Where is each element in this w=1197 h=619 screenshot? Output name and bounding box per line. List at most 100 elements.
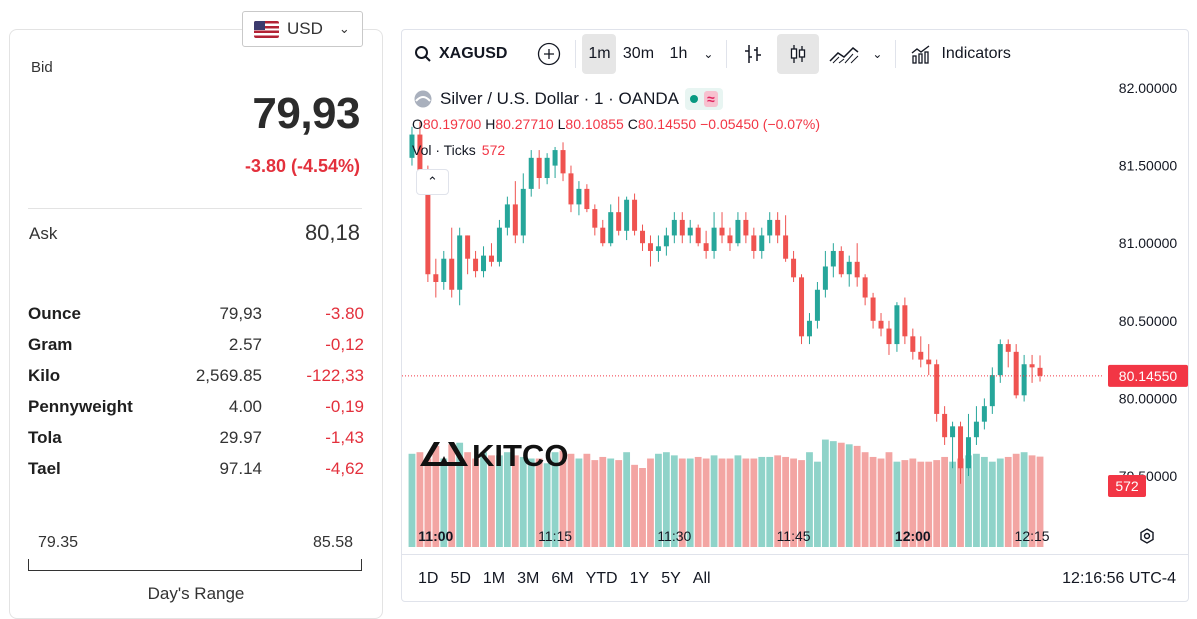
open-value: 80.19700	[422, 116, 482, 132]
price-tick-label: 81.00000	[1119, 235, 1178, 251]
currency-label: USD	[287, 19, 323, 38]
volume-bar	[503, 452, 511, 547]
volume-bar	[758, 456, 766, 547]
candle-body	[473, 258, 479, 272]
candle-body	[870, 297, 876, 321]
interval-30m[interactable]: 30m	[622, 44, 655, 62]
candle-body	[950, 426, 956, 438]
volume-bar	[456, 442, 464, 547]
unit-name: Tael	[28, 458, 61, 478]
day-range-low: 79.35	[38, 534, 79, 551]
candle-body	[512, 204, 518, 236]
chevron-down-icon: ⌄	[703, 46, 714, 61]
volume-bar	[909, 458, 917, 547]
us-flag-icon	[254, 20, 279, 38]
unit-name: Ounce	[28, 303, 81, 323]
unit-change: -0,12	[325, 334, 364, 354]
volume-bar	[615, 460, 623, 547]
candle-body	[449, 258, 455, 290]
volume-bar	[408, 453, 416, 547]
price-axis[interactable]: 82.00000 81.50000 81.00000 80.50000 80.00000…	[1108, 80, 1188, 497]
interval-1m[interactable]: 1m	[582, 33, 617, 74]
utc-clock[interactable]: 12:16:56 UTC-4	[1062, 570, 1176, 587]
volume-bar	[702, 458, 710, 547]
collapse-legend-button[interactable]: ⌃	[416, 169, 449, 195]
toolbar-divider	[726, 39, 728, 68]
unit-row-tael: Tael 97.14 -4,62	[28, 453, 364, 484]
candle-body	[465, 235, 471, 259]
chart-type-dropdown[interactable]: ⌄	[865, 34, 889, 74]
range-all[interactable]: All	[692, 569, 711, 587]
volume-bar	[933, 460, 941, 547]
range-5y[interactable]: 5Y	[661, 569, 681, 587]
candle-body	[647, 243, 653, 251]
candle-body	[751, 235, 757, 251]
candle-body	[894, 305, 900, 345]
candle-body	[997, 344, 1003, 376]
symbol-label: XAGUSD	[439, 44, 508, 62]
volume-bar	[718, 458, 726, 547]
range-1d[interactable]: 1D	[418, 569, 439, 587]
candle-body	[862, 277, 868, 298]
candle-body	[878, 320, 884, 329]
candle-body	[584, 188, 590, 210]
volume-bar	[980, 456, 988, 547]
candle-body	[624, 199, 630, 231]
area-style-button[interactable]	[823, 34, 865, 74]
bars-style-button[interactable]	[733, 34, 773, 74]
interval-dropdown[interactable]: ⌄	[696, 34, 720, 74]
compare-add-button[interactable]	[529, 34, 569, 74]
unit-change: -0,19	[325, 396, 364, 416]
range-6m[interactable]: 6M	[551, 569, 574, 587]
range-1y[interactable]: 1Y	[629, 569, 650, 587]
volume-bar	[599, 456, 607, 547]
volume-bar	[949, 461, 956, 547]
time-axis[interactable]: 11:00 11:15 11:30 11:45 12:00 12:15	[418, 528, 1049, 544]
range-5d[interactable]: 5D	[450, 569, 471, 587]
time-tick-label: 12:00	[895, 528, 931, 544]
volume-bar	[607, 458, 615, 547]
candle-body	[632, 199, 638, 231]
volume-bar	[424, 458, 432, 547]
candle-body	[830, 250, 836, 267]
unit-change: -4,62	[325, 458, 364, 478]
range-1m[interactable]: 1M	[482, 569, 506, 587]
symbol-search[interactable]: XAGUSD	[402, 34, 515, 74]
bid-change: -3.80 (-4.54%)	[244, 156, 360, 176]
settings-gear-icon[interactable]	[1140, 528, 1154, 544]
low-key: L	[557, 116, 566, 132]
volume-bar	[821, 439, 829, 547]
unit-row-gram: Gram 2.57 -0,12	[28, 329, 364, 360]
currency-select[interactable]: USD ⌄	[242, 11, 363, 47]
candle-body	[1037, 367, 1043, 376]
candle-body	[1029, 364, 1035, 368]
market-status-pill[interactable]: ≈	[685, 88, 723, 110]
volume-bar	[996, 458, 1004, 547]
volume-bar	[472, 458, 479, 547]
indicators-button[interactable]: Indicators	[902, 34, 1018, 74]
volume-bar	[448, 444, 456, 547]
volume-bar	[750, 458, 758, 547]
range-ytd[interactable]: YTD	[585, 569, 618, 587]
ohlc-bars-icon	[745, 44, 762, 63]
price-chart[interactable]: KITCO 82.00000 81.50000 81.00000 80.50000 80…	[402, 78, 1189, 555]
candle-body	[846, 261, 852, 275]
volume-legend: Vol · Ticks 572	[412, 142, 505, 158]
candles-style-button[interactable]	[777, 33, 820, 74]
candle-body	[568, 173, 574, 205]
volume-bar	[798, 460, 805, 547]
volume-bar	[1012, 453, 1020, 547]
market-open-dot-icon	[690, 95, 698, 103]
range-3m[interactable]: 3M	[517, 569, 540, 587]
candle-body	[799, 277, 805, 337]
candle-body	[663, 235, 669, 247]
unit-name: Pennyweight	[28, 396, 133, 416]
candle-body	[743, 219, 749, 236]
volume-bar	[511, 455, 519, 547]
legend-title: Silver / U.S. Dollar · 1 · OANDA	[440, 89, 679, 108]
volume-bar	[893, 461, 901, 547]
volume-bar	[925, 461, 933, 547]
search-icon	[415, 45, 431, 62]
interval-1h[interactable]: 1h	[669, 44, 688, 62]
unit-row-tola: Tola 29.97 -1,43	[28, 422, 364, 453]
